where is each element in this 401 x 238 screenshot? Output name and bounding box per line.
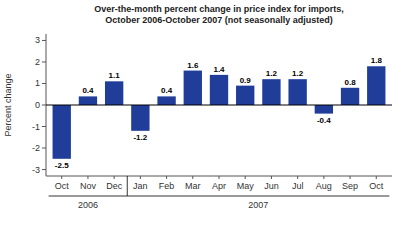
data-label: 0.4 — [161, 86, 173, 95]
y-tick — [42, 169, 46, 170]
y-tick-label: 0 — [35, 100, 40, 110]
y-tick — [42, 126, 46, 127]
group-divider — [127, 176, 128, 196]
y-axis: -3 -2 -1 0 1 2 3 — [32, 34, 46, 176]
x-tick-label: Nov — [80, 181, 97, 191]
x-tick — [376, 176, 377, 179]
y-tick-label: -2 — [32, 143, 40, 153]
x-tick — [350, 176, 351, 179]
x-tick-label: Jul — [292, 181, 304, 191]
y-tick-label: -3 — [32, 165, 40, 175]
x-tick-label: Oct — [369, 181, 384, 191]
x-tick-label: Apr — [212, 181, 226, 191]
y-tick — [42, 148, 46, 149]
group-line — [127, 196, 389, 197]
data-label: 0.8 — [344, 78, 356, 87]
data-label: 0.4 — [82, 86, 94, 95]
x-tick — [297, 176, 298, 179]
y-tick — [42, 83, 46, 84]
bar — [105, 81, 123, 105]
bar — [315, 105, 333, 114]
data-label: 1.6 — [187, 61, 199, 70]
subtitle: October 2006-October 2007 (not seasonall… — [105, 15, 333, 25]
x-tick-label: Jun — [264, 181, 279, 191]
data-label: 1.2 — [292, 69, 304, 78]
bar — [157, 96, 175, 105]
bar — [367, 66, 385, 105]
x-tick — [323, 176, 324, 179]
data-label: -0.4 — [317, 116, 331, 125]
data-label: 1.8 — [371, 56, 383, 65]
data-label: 1.4 — [213, 65, 225, 74]
x-tick — [140, 176, 141, 179]
x-tick-label: Jan — [133, 181, 148, 191]
data-label: 1.2 — [266, 69, 278, 78]
y-tick-label: 2 — [35, 57, 40, 67]
y-tick — [42, 40, 46, 41]
x-tick — [87, 176, 88, 179]
y-axis-label: Percent change — [3, 73, 13, 136]
data-label: 0.9 — [240, 76, 252, 85]
y-tick-label: 3 — [35, 35, 40, 45]
x-tick — [166, 176, 167, 179]
data-label: 1.1 — [109, 71, 121, 80]
x-tick — [61, 176, 62, 179]
bar — [288, 79, 306, 105]
y-tick-label: -1 — [32, 122, 40, 132]
group-label: 2006 — [78, 200, 98, 210]
x-tick — [271, 176, 272, 179]
bar — [79, 96, 97, 105]
bars — [53, 66, 386, 159]
bar — [53, 105, 71, 159]
x-tick — [219, 176, 220, 179]
x-tick-label: Sep — [342, 181, 358, 191]
bar — [184, 71, 202, 105]
chart: Over-the-month percent change in price i… — [0, 0, 401, 238]
zero-line — [46, 105, 392, 106]
x-tick-label: Oct — [55, 181, 70, 191]
x-tick-label: May — [237, 181, 255, 191]
bar — [210, 75, 228, 105]
bar — [236, 86, 254, 105]
y-tick-label: 1 — [35, 78, 40, 88]
data-label: -2.5 — [55, 161, 69, 170]
x-tick-label: Aug — [316, 181, 332, 191]
x-tick — [192, 176, 193, 179]
title: Over-the-month percent change in price i… — [94, 4, 344, 14]
x-tick — [114, 176, 115, 179]
y-tick — [42, 61, 46, 62]
bar — [341, 88, 359, 105]
x-tick — [245, 176, 246, 179]
x-tick-label: Mar — [185, 181, 201, 191]
bar — [131, 105, 149, 131]
data-label: -1.2 — [133, 133, 147, 142]
bar — [262, 79, 280, 105]
x-tick-label: Dec — [106, 181, 123, 191]
group-line — [49, 196, 128, 197]
group-label: 2007 — [248, 200, 268, 210]
x-tick-label: Feb — [159, 181, 175, 191]
y-tick — [42, 105, 46, 106]
